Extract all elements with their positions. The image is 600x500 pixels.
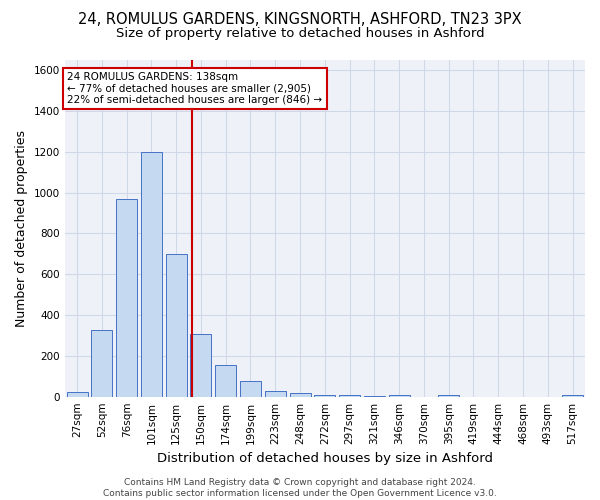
Y-axis label: Number of detached properties: Number of detached properties (15, 130, 28, 327)
Bar (91, 330, 112, 396)
Bar (314, 394, 335, 396)
Bar (166, 254, 187, 396)
Bar (215, 365, 236, 396)
Bar (116, 199, 137, 396)
Bar (265, 390, 286, 396)
Bar (190, 334, 211, 396)
Text: Contains HM Land Registry data © Crown copyright and database right 2024.
Contai: Contains HM Land Registry data © Crown c… (103, 478, 497, 498)
Bar (438, 394, 459, 396)
Bar (290, 392, 311, 396)
Text: 24 ROMULUS GARDENS: 138sqm
← 77% of detached houses are smaller (2,905)
22% of s: 24 ROMULUS GARDENS: 138sqm ← 77% of deta… (67, 72, 322, 105)
Bar (141, 152, 162, 396)
Bar (562, 394, 583, 396)
Text: Size of property relative to detached houses in Ashford: Size of property relative to detached ho… (116, 28, 484, 40)
X-axis label: Distribution of detached houses by size in Ashford: Distribution of detached houses by size … (157, 452, 493, 465)
Bar (389, 394, 410, 396)
Text: 24, ROMULUS GARDENS, KINGSNORTH, ASHFORD, TN23 3PX: 24, ROMULUS GARDENS, KINGSNORTH, ASHFORD… (78, 12, 522, 28)
Bar (339, 394, 360, 396)
Bar (67, 392, 88, 396)
Bar (240, 382, 261, 396)
